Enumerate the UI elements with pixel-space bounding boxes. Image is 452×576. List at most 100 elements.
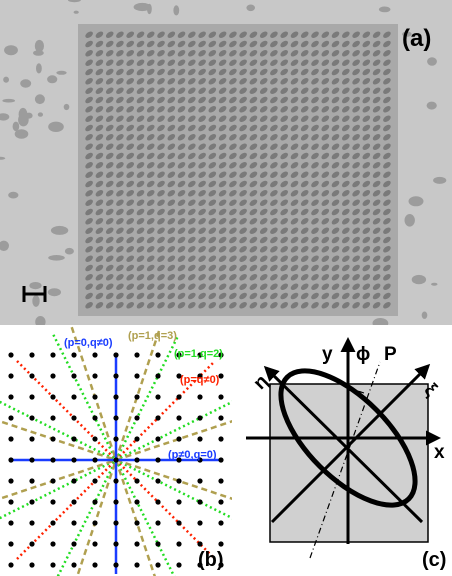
array-ellipse <box>136 274 145 281</box>
array-ellipse <box>362 236 371 244</box>
array-ellipse <box>229 162 237 169</box>
array-ellipse <box>280 87 289 94</box>
array-ellipse <box>157 31 165 38</box>
array-ellipse <box>198 152 206 160</box>
array-ellipse <box>300 255 309 262</box>
array-ellipse <box>146 227 155 234</box>
array-ellipse <box>352 50 360 57</box>
array-ellipse <box>208 208 217 216</box>
lattice-point <box>8 541 14 547</box>
array-ellipse <box>270 96 278 104</box>
array-ellipse <box>136 143 145 150</box>
array-ellipse <box>331 40 340 48</box>
array-ellipse <box>352 274 360 281</box>
array-ellipse <box>341 68 350 76</box>
xi-axis <box>270 363 431 524</box>
array-ellipse <box>198 208 206 216</box>
array-ellipse <box>270 40 278 48</box>
array-ellipse <box>136 227 145 234</box>
array-ellipse <box>126 31 135 38</box>
lattice-point <box>197 436 203 442</box>
array-ellipse <box>280 190 289 197</box>
surface-speckle <box>47 288 62 297</box>
array-ellipse <box>177 134 186 141</box>
array-ellipse <box>239 218 247 225</box>
array-ellipse <box>187 302 196 309</box>
array-ellipse <box>270 115 278 122</box>
array-ellipse <box>270 68 278 76</box>
array-ellipse <box>167 106 176 113</box>
array-ellipse <box>362 59 371 66</box>
array-ellipse <box>331 218 340 225</box>
lattice-point <box>134 352 140 358</box>
array-ellipse <box>229 246 237 253</box>
array-ellipse <box>126 302 135 309</box>
array-ellipse <box>362 106 371 113</box>
lattice-point <box>29 373 35 379</box>
array-ellipse <box>126 59 135 66</box>
array-ellipse <box>85 134 93 141</box>
array-ellipse <box>300 106 309 113</box>
lattice-point <box>29 415 35 421</box>
array-ellipse <box>249 115 258 122</box>
array-ellipse <box>321 190 330 197</box>
array-ellipse <box>116 87 124 94</box>
array-ellipse <box>239 199 247 206</box>
array-ellipse <box>198 115 206 122</box>
lattice-point <box>92 436 98 442</box>
surface-speckle <box>12 121 20 132</box>
array-ellipse <box>290 171 299 178</box>
lattice-point <box>134 394 140 400</box>
array-ellipse <box>300 134 309 141</box>
array-ellipse <box>239 236 247 244</box>
array-ellipse <box>249 59 258 66</box>
array-ellipse <box>331 87 340 94</box>
lattice-point <box>113 373 119 379</box>
array-ellipse <box>187 227 196 234</box>
array-ellipse <box>157 50 165 57</box>
array-ellipse <box>229 78 237 85</box>
lattice-point <box>176 352 182 358</box>
lattice-point <box>113 562 119 568</box>
array-ellipse <box>372 143 381 150</box>
array-ellipse <box>167 143 176 150</box>
array-ellipse <box>311 68 319 76</box>
array-ellipse <box>136 106 145 113</box>
array-ellipse <box>198 227 206 234</box>
array-ellipse <box>95 283 104 290</box>
array-ellipse <box>290 208 299 216</box>
array-ellipse <box>208 124 217 132</box>
array-ellipse <box>146 87 155 94</box>
lattice-point <box>176 373 182 379</box>
array-ellipse <box>383 292 391 300</box>
array-ellipse <box>157 40 165 48</box>
array-ellipse <box>95 246 104 253</box>
array-ellipse <box>157 283 165 290</box>
array-ellipse <box>208 274 217 281</box>
annotation-p1-q2: (p=1,q=2) <box>174 348 223 360</box>
lattice-point <box>8 478 14 484</box>
array-ellipse <box>372 199 381 206</box>
lattice-point <box>176 415 182 421</box>
array-ellipse <box>362 96 371 104</box>
array-ellipse <box>167 171 176 178</box>
array-ellipse <box>341 78 350 85</box>
array-ellipse <box>270 31 278 38</box>
array-ellipse <box>208 171 217 178</box>
lattice-point <box>71 541 77 547</box>
array-ellipse <box>239 246 247 253</box>
array-ellipse <box>187 283 196 290</box>
array-ellipse <box>105 31 114 38</box>
array-ellipse <box>341 227 350 234</box>
array-ellipse <box>290 115 299 122</box>
array-ellipse <box>290 274 299 281</box>
array-ellipse <box>126 40 135 48</box>
lattice-point <box>8 394 14 400</box>
lattice-point <box>8 520 14 526</box>
array-ellipse <box>146 264 155 272</box>
array-ellipse <box>280 106 289 113</box>
array-ellipse <box>218 199 227 206</box>
lattice-point <box>176 478 182 484</box>
array-ellipse <box>259 180 268 188</box>
lattice-point <box>176 499 182 505</box>
